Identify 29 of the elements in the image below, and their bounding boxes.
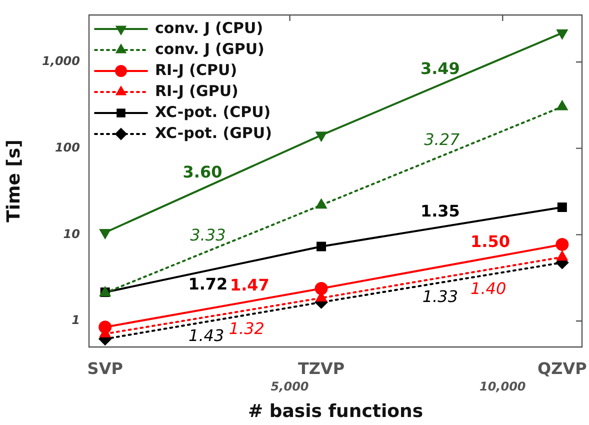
text: QZVP — [538, 359, 588, 378]
legend-label: conv. J (CPU) — [155, 18, 264, 37]
x-axis-title: # basis functions — [248, 400, 424, 422]
legend-label: RI-J (GPU) — [155, 82, 238, 100]
annotation: 1.43 — [188, 326, 224, 345]
legend-label: RI-J (CPU) — [155, 60, 238, 79]
legend-label: conv. J (GPU) — [155, 40, 264, 58]
y-tick-label: 1 — [72, 313, 80, 328]
annotation: 3.27 — [424, 130, 461, 150]
annotation: 1.33 — [422, 286, 458, 306]
annotation: 1.40 — [470, 278, 506, 298]
x-tick-label: 5,000 — [270, 380, 309, 394]
y-tick-label: 1,000 — [42, 54, 80, 68]
legend-label: XC-pot. (CPU) — [155, 102, 271, 121]
text: TZVP — [298, 359, 345, 378]
annotation: 1.50 — [470, 232, 510, 251]
y-axis-title: Time [s] — [3, 140, 24, 222]
x-tick-label: 10,000 — [479, 380, 526, 394]
annotation: 1.35 — [420, 201, 460, 220]
annotation: 3.49 — [420, 58, 460, 78]
annotation: 1.32 — [228, 319, 264, 338]
annotation: 1.47 — [230, 275, 270, 294]
annotation: 1.72 — [188, 274, 228, 294]
annotation: 3.33 — [190, 225, 226, 244]
legend-label: XC-pot. (GPU) — [155, 124, 272, 142]
text: SVP — [87, 359, 124, 378]
y-tick-label: 100 — [54, 140, 80, 154]
y-tick-label: 10 — [63, 226, 80, 241]
annotation: 3.60 — [182, 162, 222, 182]
